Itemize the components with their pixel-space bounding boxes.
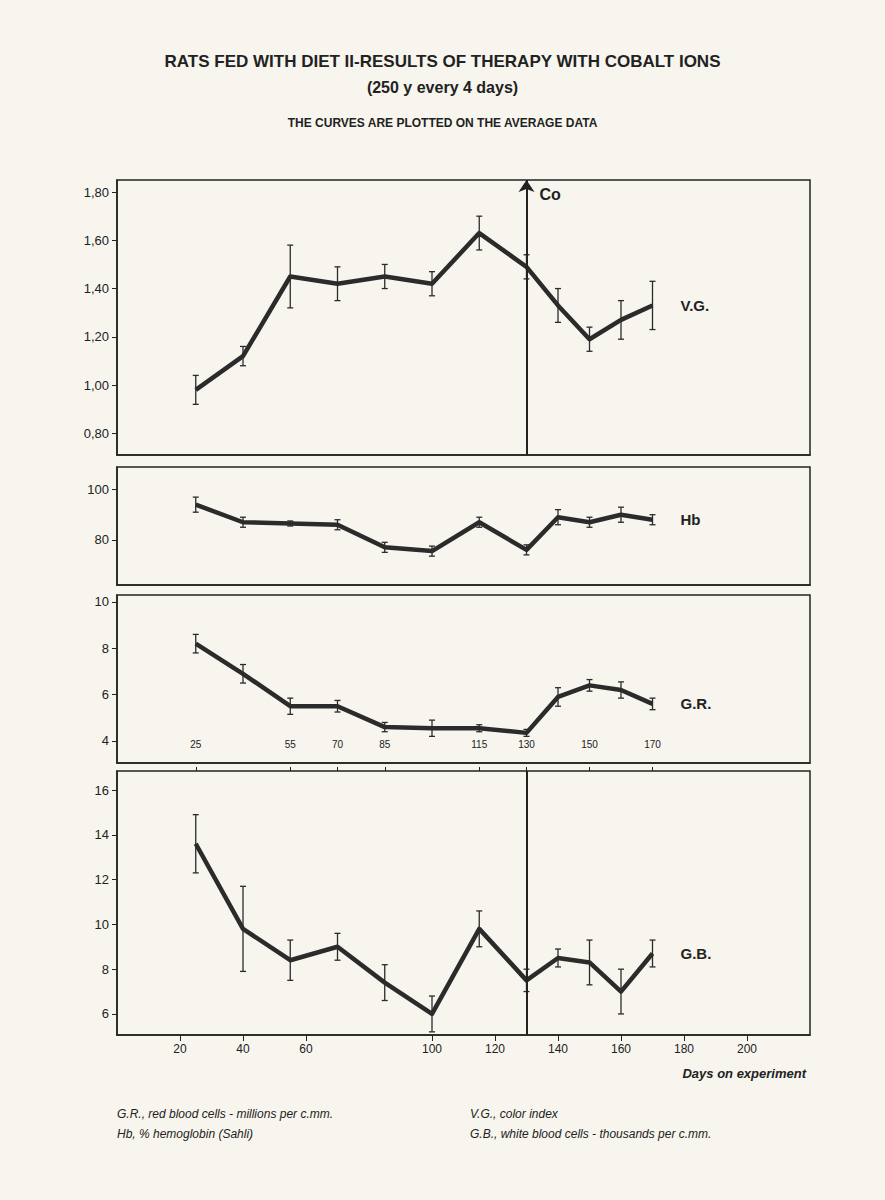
svg-text:Hb: Hb	[681, 511, 701, 528]
svg-text:40: 40	[236, 1042, 250, 1056]
svg-text:55: 55	[285, 739, 297, 750]
svg-text:Days on experiment: Days on experiment	[682, 1066, 806, 1081]
svg-text:170: 170	[644, 739, 661, 750]
svg-text:G.R.: G.R.	[681, 695, 712, 712]
svg-text:180: 180	[674, 1042, 694, 1056]
svg-text:8: 8	[102, 962, 109, 977]
svg-text:120: 120	[485, 1042, 505, 1056]
svg-text:8: 8	[102, 641, 109, 656]
svg-text:6: 6	[102, 1006, 109, 1021]
svg-text:14: 14	[95, 827, 109, 842]
svg-text:G.R., red blood cells - millio: G.R., red blood cells - millions per c.m…	[117, 1107, 333, 1121]
svg-text:16: 16	[95, 783, 109, 798]
svg-text:20: 20	[173, 1042, 187, 1056]
svg-text:150: 150	[581, 739, 598, 750]
svg-text:10: 10	[95, 594, 109, 609]
svg-text:140: 140	[548, 1042, 568, 1056]
svg-text:12: 12	[95, 872, 109, 887]
svg-text:85: 85	[379, 739, 391, 750]
svg-text:160: 160	[611, 1042, 631, 1056]
svg-text:G.B., white blood cells - thou: G.B., white blood cells - thousands per …	[470, 1127, 711, 1141]
svg-text:V.G.: V.G.	[681, 297, 710, 314]
svg-text:Hb, % hemoglobin (Sahli): Hb, % hemoglobin (Sahli)	[117, 1127, 253, 1141]
svg-text:1,60: 1,60	[84, 233, 109, 248]
svg-text:V.G., color index: V.G., color index	[470, 1107, 559, 1121]
svg-text:80: 80	[95, 532, 109, 547]
svg-text:115: 115	[471, 739, 487, 750]
svg-text:(250 y every 4 days): (250 y every 4 days)	[367, 79, 518, 96]
svg-text:1,00: 1,00	[84, 378, 109, 393]
svg-text:70: 70	[332, 739, 344, 750]
svg-text:25: 25	[190, 739, 202, 750]
svg-text:100: 100	[87, 482, 109, 497]
svg-text:6: 6	[102, 687, 109, 702]
svg-text:10: 10	[95, 917, 109, 932]
svg-text:130: 130	[518, 739, 535, 750]
svg-text:200: 200	[737, 1042, 757, 1056]
svg-text:G.B.: G.B.	[681, 945, 712, 962]
svg-text:THE CURVES ARE PLOTTED ON THE: THE CURVES ARE PLOTTED ON THE AVERAGE DA…	[288, 116, 598, 130]
svg-text:100: 100	[422, 1042, 442, 1056]
svg-text:1,40: 1,40	[84, 281, 109, 296]
svg-text:4: 4	[102, 733, 109, 748]
svg-text:RATS FED WITH DIET II-RESULTS: RATS FED WITH DIET II-RESULTS OF THERAPY…	[165, 52, 721, 71]
svg-text:60: 60	[299, 1042, 313, 1056]
svg-text:1,80: 1,80	[84, 185, 109, 200]
svg-text:Co: Co	[540, 186, 562, 203]
svg-text:0,80: 0,80	[84, 426, 109, 441]
svg-text:1,20: 1,20	[84, 329, 109, 344]
